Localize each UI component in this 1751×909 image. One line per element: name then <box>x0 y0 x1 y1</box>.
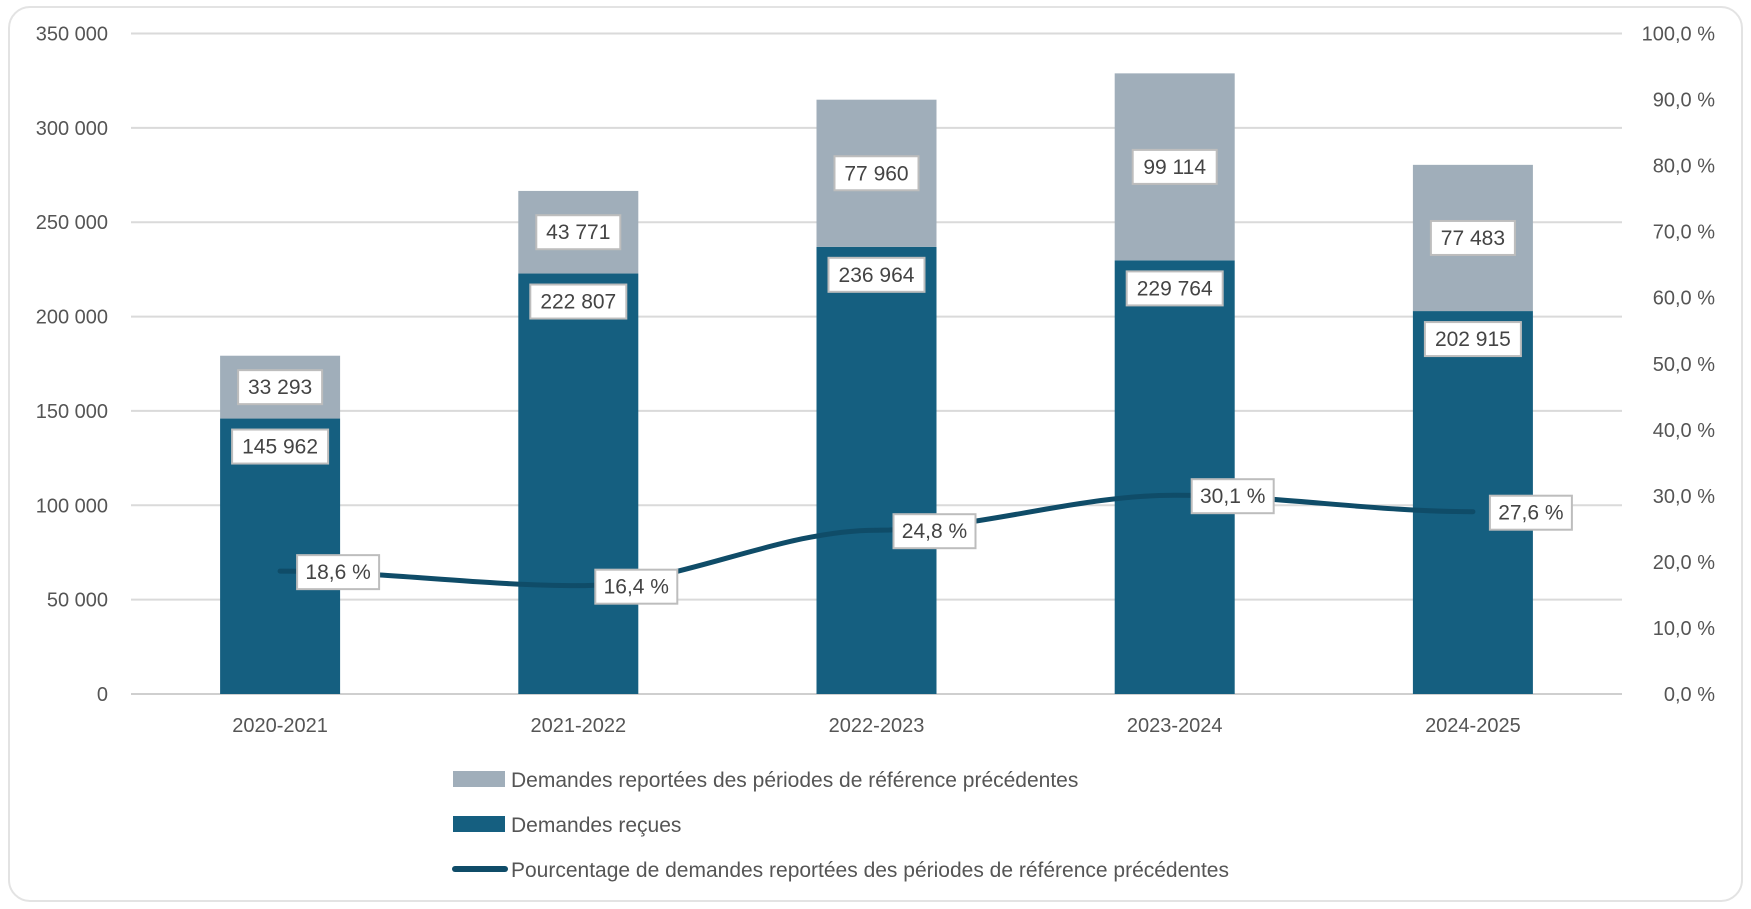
line-point <box>278 569 283 574</box>
data-label-box <box>231 428 330 465</box>
data-label: 27,6 % <box>1498 502 1563 525</box>
bar-demandes-recues <box>816 246 937 695</box>
line-point <box>874 528 879 533</box>
x-tick-label: 2024-2025 <box>1425 715 1521 737</box>
line-point <box>1172 493 1177 498</box>
line-point <box>1470 509 1475 514</box>
y-right-tick-label: 60,0 % <box>1653 288 1715 310</box>
data-label-box <box>1125 270 1224 307</box>
data-label: 43 771 <box>546 221 610 244</box>
data-label: 77 960 <box>844 162 908 185</box>
data-label: 229 764 <box>1137 277 1213 300</box>
y-right-tick-label: 70,0 % <box>1653 222 1715 244</box>
data-label-box <box>535 214 622 251</box>
y-left-tick-label: 200 000 <box>36 307 108 329</box>
line-point <box>576 583 581 588</box>
legend-label: Pourcentage de demandes reportées des pé… <box>511 859 1229 882</box>
y-right-tick-label: 50,0 % <box>1653 354 1715 376</box>
y-left-tick-label: 250 000 <box>36 212 108 234</box>
y-right-tick-label: 20,0 % <box>1653 552 1715 574</box>
x-tick-label: 2020-2021 <box>232 715 328 737</box>
y-left-tick-label: 350 000 <box>36 24 108 46</box>
data-label-box <box>892 513 977 550</box>
data-label-box <box>296 554 381 591</box>
y-right-tick-label: 10,0 % <box>1653 618 1715 640</box>
legend-label: Demandes reportées des périodes de référ… <box>511 769 1078 792</box>
data-label-box <box>833 155 920 192</box>
legend-label: Demandes reçues <box>511 814 681 837</box>
x-tick-label: 2023-2024 <box>1127 715 1223 737</box>
data-label: 77 483 <box>1441 227 1505 250</box>
y-left-tick-label: 100 000 <box>36 495 108 517</box>
data-label: 99 114 <box>1143 156 1206 179</box>
data-label-box <box>1429 219 1516 256</box>
data-label: 222 807 <box>540 291 616 314</box>
data-label: 202 915 <box>1435 328 1511 351</box>
legend-swatch <box>453 771 505 787</box>
data-label-box <box>1131 148 1218 185</box>
y-right-tick-label: 30,0 % <box>1653 486 1715 508</box>
y-left-tick-label: 150 000 <box>36 401 108 423</box>
data-label-box <box>1488 494 1573 531</box>
data-label-box <box>594 568 679 605</box>
x-tick-label: 2021-2022 <box>530 715 626 737</box>
y-right-tick-label: 100,0 % <box>1642 24 1716 46</box>
y-left-tick-label: 50 000 <box>47 590 108 612</box>
y-left-tick-label: 300 000 <box>36 118 108 140</box>
y-right-tick-label: 40,0 % <box>1653 420 1715 442</box>
bar-demandes-recues <box>1114 260 1235 694</box>
data-label: 236 964 <box>839 264 915 287</box>
data-label-box <box>1423 321 1522 358</box>
data-label-box <box>827 256 926 293</box>
data-label-box <box>1190 478 1275 515</box>
data-label: 145 962 <box>242 436 318 459</box>
bar-demandes-recues <box>518 273 639 694</box>
y-right-tick-label: 0,0 % <box>1664 684 1715 706</box>
data-label: 16,4 % <box>604 576 669 599</box>
legend-swatch <box>453 816 505 832</box>
x-tick-label: 2022-2023 <box>829 715 925 737</box>
y-right-tick-label: 90,0 % <box>1653 90 1715 112</box>
data-label: 30,1 % <box>1200 485 1265 508</box>
data-label-box <box>237 369 324 406</box>
data-label: 24,8 % <box>902 520 967 543</box>
data-label: 33 293 <box>248 376 312 399</box>
y-left-tick-label: 0 <box>97 684 108 706</box>
y-right-tick-label: 80,0 % <box>1653 156 1715 178</box>
data-label-box <box>529 283 628 320</box>
data-label: 18,6 % <box>305 561 370 584</box>
chart-frame <box>8 6 1743 902</box>
